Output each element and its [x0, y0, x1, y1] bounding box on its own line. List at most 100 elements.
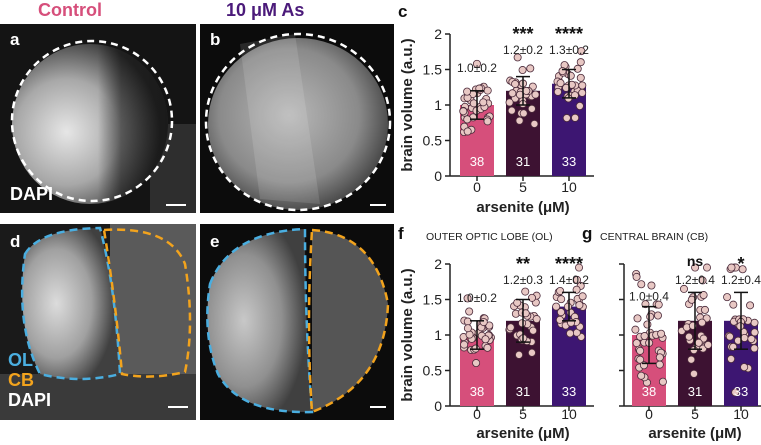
n-label-f-5: 31	[516, 384, 530, 399]
data-point-c	[576, 58, 585, 67]
data-point-c	[576, 73, 585, 82]
data-point-f	[527, 293, 536, 302]
data-point-f	[552, 302, 561, 311]
significance-c-10: ****	[555, 24, 583, 44]
data-point-g	[740, 363, 749, 372]
data-point-f	[578, 292, 587, 301]
data-point-f	[463, 324, 472, 333]
data-point-c	[531, 90, 540, 99]
x-axis-label-g: arsenite (μM)	[648, 425, 741, 442]
data-point-g	[658, 377, 667, 386]
data-point-c	[463, 127, 472, 136]
data-point-f	[557, 295, 566, 304]
data-point-c	[553, 87, 562, 96]
data-point-c	[519, 109, 528, 118]
x-tick-label-c-5: 5	[519, 179, 527, 195]
x-tick-label-g-10: 10	[733, 406, 749, 422]
data-point-f	[557, 308, 566, 317]
data-point-g	[731, 388, 740, 397]
panel-label-e: e	[210, 232, 220, 251]
stain-cb: CB	[8, 370, 34, 390]
y-tick-label-f: 0	[434, 398, 442, 414]
data-point-c	[505, 98, 514, 107]
data-point-f	[515, 350, 524, 359]
y-tick-label-f: 1.5	[423, 292, 443, 308]
data-point-f	[479, 318, 488, 327]
data-point-g	[643, 320, 652, 329]
data-point-f	[518, 319, 527, 328]
significance-g-5: ns	[687, 253, 704, 269]
data-point-c	[483, 117, 492, 126]
data-point-f	[472, 359, 481, 368]
n-label-f-0: 38	[470, 384, 484, 399]
data-point-f	[506, 323, 515, 332]
data-point-g	[698, 276, 707, 285]
y-axis-label-f: brain volume (a.u.)	[399, 268, 416, 401]
data-point-g	[729, 300, 738, 309]
chart-title-g: CENTRAL BRAIN (CB)	[600, 231, 708, 243]
data-point-c	[459, 107, 468, 116]
n-label-c-0: 38	[470, 154, 484, 169]
n-label-f-10: 33	[562, 384, 576, 399]
n-label-c-5: 31	[516, 154, 530, 169]
data-point-f	[572, 285, 581, 294]
stain-ol: OL	[8, 350, 33, 370]
significance-f-10: ****	[555, 254, 583, 274]
data-point-f	[483, 343, 492, 352]
micrograph-b: b	[200, 24, 394, 213]
data-point-g	[746, 301, 755, 310]
data-point-f	[556, 287, 565, 296]
panel-label-f: f	[398, 224, 404, 243]
x-tick-label-f-0: 0	[473, 406, 481, 422]
y-tick-label-f: 2	[434, 256, 442, 272]
data-point-g	[702, 263, 711, 272]
data-point-g	[655, 360, 664, 369]
significance-c-5: ***	[512, 24, 533, 44]
data-point-g	[655, 353, 664, 362]
y-tick-label-c: 1	[434, 97, 442, 113]
n-label-c-10: 33	[562, 154, 576, 169]
data-point-c	[577, 47, 586, 56]
chart-c: 0 0.5 1 1.5 2 brain volume (a.u.) arsenite (μM…	[399, 24, 594, 216]
data-point-c	[518, 66, 527, 75]
data-point-g	[750, 328, 759, 337]
significance-g-10: *	[737, 254, 744, 274]
data-point-c	[527, 104, 536, 113]
data-point-g	[633, 314, 642, 323]
data-point-f	[521, 309, 530, 318]
data-point-f	[481, 335, 490, 344]
data-point-c	[571, 113, 580, 122]
panel-label-d: d	[10, 232, 21, 251]
data-point-g	[636, 346, 645, 355]
n-label-g-0: 38	[642, 384, 656, 399]
data-point-c	[575, 102, 584, 111]
n-label-g-10: 33	[734, 384, 748, 399]
y-tick-label-c: 2	[434, 26, 442, 42]
chart-f: OUTER OPTIC LOBE (OL) 0 0.5 1 1.5 2 brain volu…	[399, 231, 594, 442]
data-point-c	[508, 89, 517, 98]
data-point-g	[704, 340, 713, 349]
data-point-f	[465, 307, 474, 316]
value-label-g-10: 1.2±0.4	[721, 273, 761, 287]
x-tick-label-g-5: 5	[691, 406, 699, 422]
value-label-g-5: 1.2±0.4	[675, 273, 715, 287]
y-tick-label-c: 1.5	[423, 62, 443, 78]
value-label-g-0: 1.0±0.4	[629, 290, 669, 304]
data-point-f	[527, 348, 536, 357]
treated-header: 10 μM As	[226, 0, 305, 20]
data-point-g	[750, 318, 759, 327]
data-point-g	[679, 284, 688, 293]
x-axis-label-c: arsenite (μM)	[476, 199, 569, 216]
x-tick-label-f-5: 5	[519, 406, 527, 422]
data-point-c	[515, 116, 524, 125]
data-point-c	[463, 87, 472, 96]
data-point-g	[738, 265, 747, 274]
y-axis-label-c: brain volume (a.u.)	[399, 38, 416, 171]
data-point-g	[700, 305, 709, 314]
data-point-c	[578, 81, 587, 90]
y-tick-label-c: 0	[434, 168, 442, 184]
data-point-g	[640, 332, 649, 341]
data-point-c	[513, 53, 522, 62]
data-point-f	[463, 294, 472, 303]
data-point-c	[479, 98, 488, 107]
